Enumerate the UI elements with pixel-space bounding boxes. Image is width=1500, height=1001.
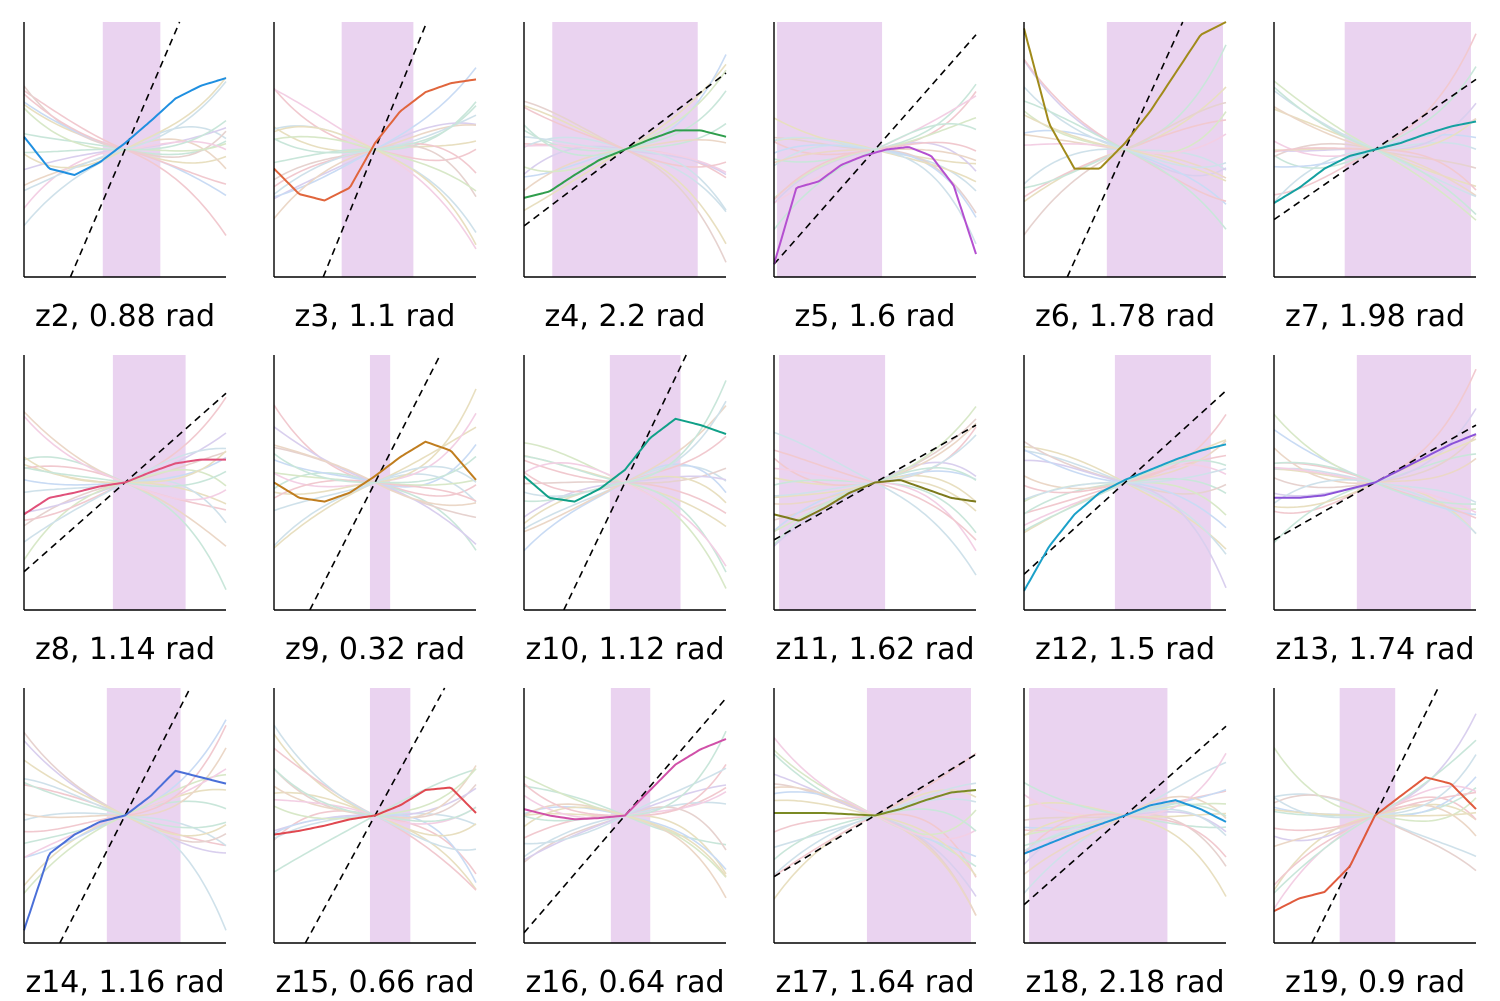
highlight-series <box>23 458 226 516</box>
highlight-series <box>774 789 977 817</box>
panel-label-z13: z13, 1.74 rad <box>1275 632 1475 667</box>
panel-z9 <box>273 354 477 611</box>
panel-z12 <box>1023 355 1227 611</box>
highlight-series <box>1023 799 1227 855</box>
identity-line <box>773 424 977 541</box>
panel-z11 <box>773 355 977 611</box>
panel-z16 <box>523 688 727 944</box>
highlight-series <box>1273 776 1477 912</box>
highlight-series <box>773 146 977 265</box>
panel-z7 <box>1273 22 1477 278</box>
identity-line <box>523 697 727 934</box>
panel-z18 <box>1023 688 1227 944</box>
background-series <box>1023 100 1227 230</box>
panel-label-z10: z10, 1.12 rad <box>525 632 725 667</box>
panel-label-z14: z14, 1.16 rad <box>25 965 225 1000</box>
identity-line <box>1023 390 1227 575</box>
identity-line <box>773 34 977 265</box>
panel-label-z12: z12, 1.5 rad <box>1035 632 1215 667</box>
background-series <box>773 122 977 231</box>
panel-z19 <box>1273 687 1477 944</box>
panel-z6 <box>1023 21 1227 278</box>
background-series <box>273 453 477 484</box>
panel-z2 <box>23 21 227 278</box>
panel-z10 <box>523 354 727 611</box>
panel-label-z6: z6, 1.78 rad <box>1035 299 1215 334</box>
panel-label-z11: z11, 1.62 rad <box>775 632 975 667</box>
panel-label-z7: z7, 1.98 rad <box>1285 299 1465 334</box>
panel-label-z17: z17, 1.64 rad <box>775 965 975 1000</box>
panel-label-z2: z2, 0.88 rad <box>35 299 215 334</box>
highlight-series <box>1023 443 1227 592</box>
panel-z3 <box>273 21 477 278</box>
panel-z17 <box>773 688 977 944</box>
panel-z8 <box>23 355 227 611</box>
panel-z4 <box>523 22 727 278</box>
highlight-series <box>523 738 727 821</box>
panel-label-z16: z16, 0.64 rad <box>525 965 725 1000</box>
panel-z13 <box>1273 355 1477 611</box>
highlight-series <box>1023 21 1227 170</box>
panel-label-z9: z9, 0.32 rad <box>285 632 465 667</box>
highlight-series <box>273 78 477 202</box>
shaded-region <box>866 688 971 943</box>
highlight-series <box>523 417 727 503</box>
panel-z15 <box>273 687 477 944</box>
panel-label-z19: z19, 0.9 rad <box>1285 965 1465 1000</box>
highlight-series <box>523 129 727 199</box>
panel-label-z8: z8, 1.14 rad <box>35 632 215 667</box>
identity-line <box>1066 21 1184 278</box>
highlight-series <box>273 440 477 503</box>
panel-label-z5: z5, 1.6 rad <box>794 299 956 334</box>
highlight-series <box>23 769 227 931</box>
highlight-series <box>273 786 477 836</box>
panel-label-z18: z18, 2.18 rad <box>1025 965 1225 1000</box>
panel-z5 <box>773 22 977 278</box>
identity-line <box>322 21 428 278</box>
identity-line <box>773 753 977 878</box>
highlight-series <box>23 77 227 177</box>
panel-label-z3: z3, 1.1 rad <box>294 299 456 334</box>
highlight-series <box>773 479 977 522</box>
highlight-series <box>1274 433 1477 499</box>
panel-label-z4: z4, 2.2 rad <box>544 299 706 334</box>
panel-label-z15: z15, 0.66 rad <box>275 965 475 1000</box>
panel-z14 <box>23 687 227 944</box>
highlight-series <box>1273 120 1477 204</box>
identity-line <box>69 21 181 278</box>
identity-line <box>1273 424 1477 541</box>
